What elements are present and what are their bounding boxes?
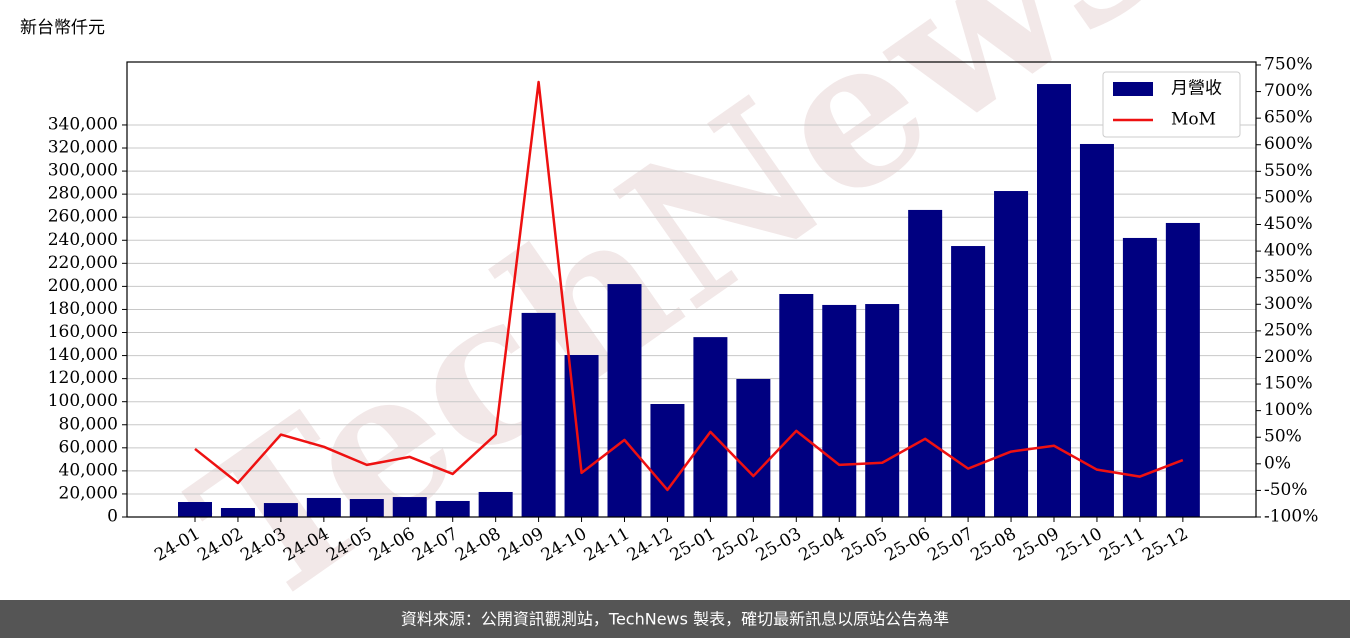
bar (1122, 237, 1157, 517)
y-tick-label: 320,000 (48, 138, 118, 158)
y-tick-label: 180,000 (48, 299, 118, 319)
x-tick-label: 25-10 (1053, 524, 1105, 566)
y-tick-label: 40,000 (59, 460, 118, 480)
x-tick-label: 25-02 (710, 524, 762, 566)
y-tick-label: 260,000 (48, 207, 118, 227)
y2-tick-label: 500% (1264, 187, 1313, 207)
line (194, 80, 1184, 492)
bar (478, 491, 513, 517)
bar (736, 378, 771, 517)
x-tick-label: 25-05 (839, 524, 891, 566)
bar (220, 508, 255, 517)
bar (951, 246, 986, 517)
y-tick-label: 240,000 (48, 230, 118, 250)
x-tick-label: 25-04 (796, 524, 848, 566)
y2-tick-label: 50% (1264, 427, 1302, 447)
y-tick-label: 160,000 (48, 322, 118, 342)
y-tick-label: 20,000 (59, 483, 118, 503)
y-tick-label: 140,000 (48, 345, 118, 365)
bar (1079, 143, 1114, 517)
y2-tick-label: 700% (1264, 81, 1313, 101)
y2-tick-label: 400% (1264, 241, 1313, 261)
y-tick-label: 80,000 (59, 414, 118, 434)
y2-tick-label: -100% (1264, 507, 1318, 527)
legend-label: MoM (1171, 110, 1216, 130)
x-tick-label: 25-03 (753, 524, 805, 566)
y-tick-label: 300,000 (48, 161, 118, 181)
y2-tick-label: 650% (1264, 108, 1313, 128)
y-tick-label: 220,000 (48, 253, 118, 273)
legend-label: 月營收 (1171, 79, 1222, 99)
bar (564, 354, 599, 517)
y2-tick-label: 600% (1264, 134, 1313, 154)
bar (349, 499, 384, 517)
y2-tick-label: 300% (1264, 294, 1313, 314)
footer-bar (0, 600, 1350, 638)
bar (435, 500, 470, 517)
y2-tick-label: 350% (1264, 267, 1313, 287)
x-tick-label: 25-11 (1096, 524, 1148, 566)
y2-tick-label: 450% (1264, 214, 1313, 234)
x-tick-label: 25-06 (881, 524, 933, 566)
x-tick-label: 24-09 (495, 524, 547, 566)
bar (693, 337, 728, 517)
bar (178, 502, 212, 517)
y2-tick-label: 0% (1264, 453, 1291, 473)
y2-tick-label: 550% (1264, 161, 1313, 181)
bar (865, 304, 900, 517)
y-tick-label: 200,000 (48, 276, 118, 296)
x-tick-label: 24-12 (624, 524, 676, 566)
y2-tick-label: 750% (1264, 54, 1313, 74)
y-tick-label: 60,000 (59, 437, 118, 457)
y2-tick-label: -50% (1264, 480, 1308, 500)
x-tick-label: 25-12 (1139, 524, 1191, 566)
bar (607, 284, 642, 517)
x-tick-label: 25-01 (667, 524, 719, 566)
y-tick-label: 100,000 (48, 391, 118, 411)
bar (306, 497, 341, 517)
y2-tick-label: 200% (1264, 347, 1313, 367)
y-tick-label: 120,000 (48, 368, 118, 388)
bar (908, 209, 943, 517)
bar (392, 497, 427, 517)
x-tick-label: 24-01 (151, 524, 203, 566)
y2-tick-label: 250% (1264, 320, 1313, 340)
plot-frame (126, 61, 1257, 518)
source-note: 資料來源：公開資訊觀測站，TechNews 製表，確切最新訊息以原站公告為準 (401, 610, 949, 629)
x-tick-label: 24-11 (581, 524, 633, 566)
y2-tick-label: 150% (1264, 374, 1313, 394)
x-tick-label: 25-07 (924, 524, 976, 566)
x-tick-label: 25-09 (1010, 524, 1062, 566)
x-tick-label: 24-10 (538, 524, 590, 566)
bar (994, 191, 1029, 517)
bar (822, 304, 857, 517)
y-tick-label: 340,000 (48, 114, 118, 134)
bar (779, 293, 814, 517)
unit-label: 新台幣仟元 (20, 18, 105, 38)
bar (263, 503, 298, 517)
legend-swatch (1113, 82, 1153, 96)
y2-tick-label: 100% (1264, 400, 1313, 420)
bar (521, 312, 556, 517)
y-tick-label: 280,000 (48, 184, 118, 204)
bar (1165, 222, 1200, 517)
bar (650, 403, 685, 517)
y-tick-label: 0 (107, 507, 118, 527)
x-tick-label: 25-08 (967, 524, 1019, 566)
